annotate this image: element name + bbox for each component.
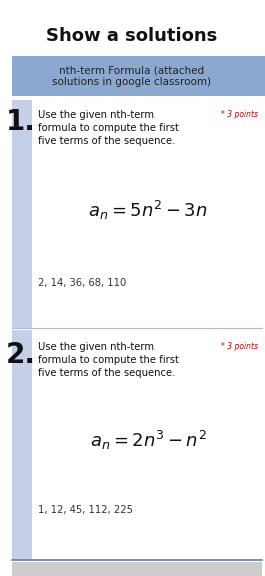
- Text: Show a solutions: Show a solutions: [46, 27, 218, 45]
- Text: 1, 12, 45, 112, 225: 1, 12, 45, 112, 225: [38, 505, 133, 515]
- Text: * 3 points: * 3 points: [221, 342, 258, 351]
- Text: 2, 14, 36, 68, 110: 2, 14, 36, 68, 110: [38, 278, 126, 288]
- FancyBboxPatch shape: [12, 100, 32, 328]
- FancyBboxPatch shape: [12, 562, 262, 576]
- Text: 2.: 2.: [6, 341, 36, 369]
- Text: Use the given nth-term
formula to compute the first
five terms of the sequence.: Use the given nth-term formula to comput…: [38, 342, 179, 378]
- FancyBboxPatch shape: [12, 56, 265, 96]
- FancyBboxPatch shape: [12, 100, 262, 328]
- FancyBboxPatch shape: [12, 330, 262, 560]
- Text: Use the given nth-term
formula to compute the first
five terms of the sequence.: Use the given nth-term formula to comput…: [38, 110, 179, 146]
- Text: $a_n = 5n^2 - 3n$: $a_n = 5n^2 - 3n$: [88, 199, 208, 222]
- FancyBboxPatch shape: [12, 330, 32, 560]
- Text: * 3 points: * 3 points: [221, 110, 258, 119]
- Text: nth-term Formula (attached
solutions in google classroom): nth-term Formula (attached solutions in …: [52, 65, 211, 87]
- Text: $a_n = 2n^3 - n^2$: $a_n = 2n^3 - n^2$: [90, 429, 206, 452]
- Text: 1.: 1.: [6, 108, 36, 136]
